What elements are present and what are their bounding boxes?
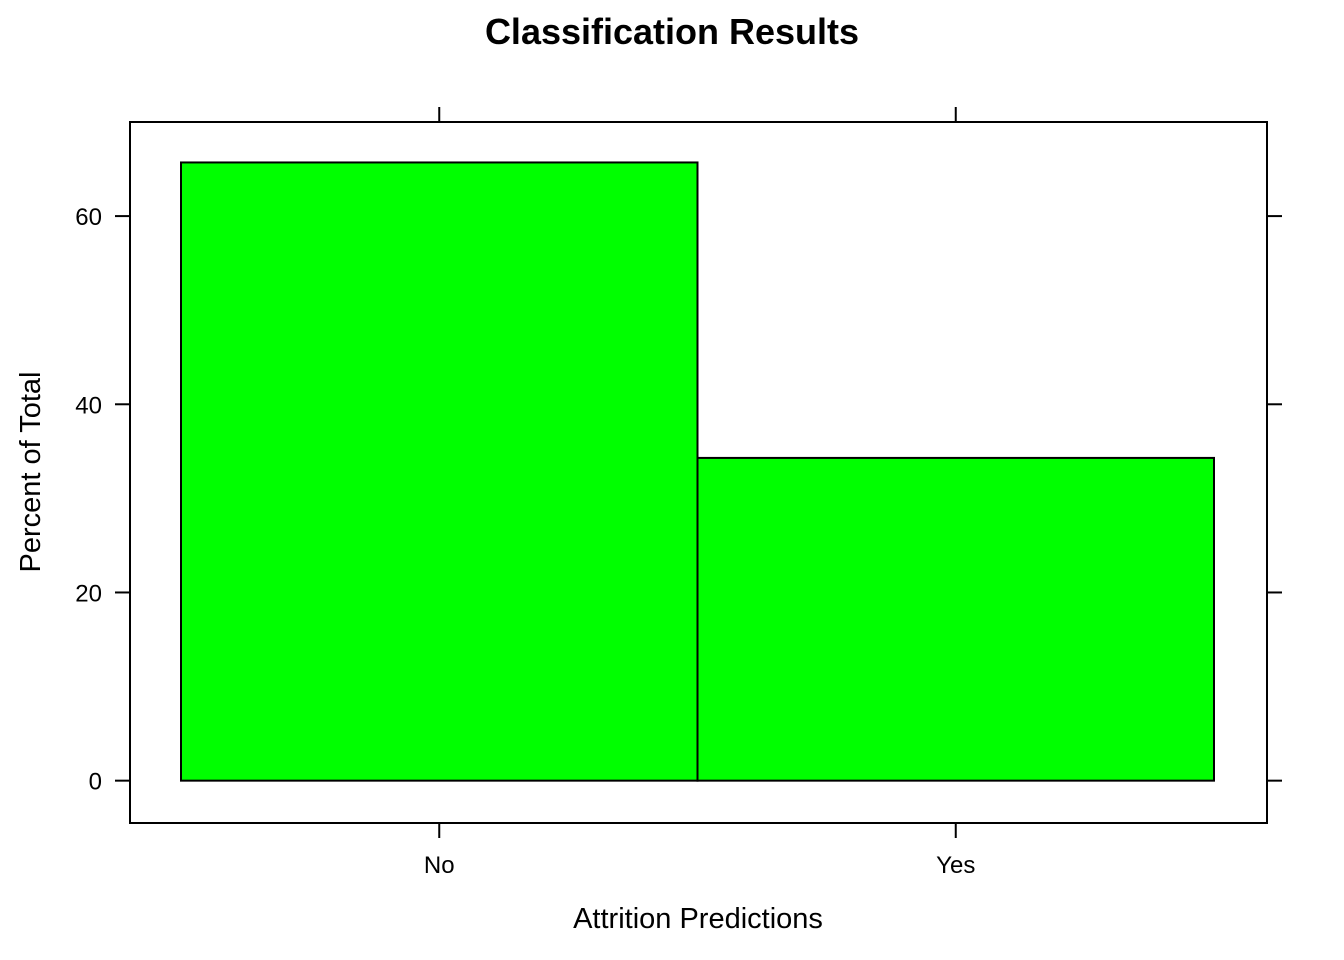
- plot-frame: [129, 121, 1268, 824]
- y-axis: 0 20 40 60: [75, 204, 1282, 796]
- x-axis: No Yes: [424, 107, 975, 879]
- x-tick-label-no: No: [424, 852, 455, 879]
- y-axis-label: Percent of Total: [15, 372, 47, 573]
- x-tick-label-yes: Yes: [936, 852, 975, 879]
- bar-no: [180, 161, 699, 782]
- bars-group: [180, 161, 1215, 782]
- y-tick-label: 0: [89, 769, 102, 796]
- chart-title: Classification Results: [485, 11, 859, 52]
- y-tick-label: 60: [75, 204, 102, 231]
- y-tick-label: 20: [75, 580, 102, 607]
- y-tick-label: 40: [75, 392, 102, 419]
- x-axis-label: Attrition Predictions: [573, 903, 823, 935]
- bar-yes: [696, 456, 1215, 782]
